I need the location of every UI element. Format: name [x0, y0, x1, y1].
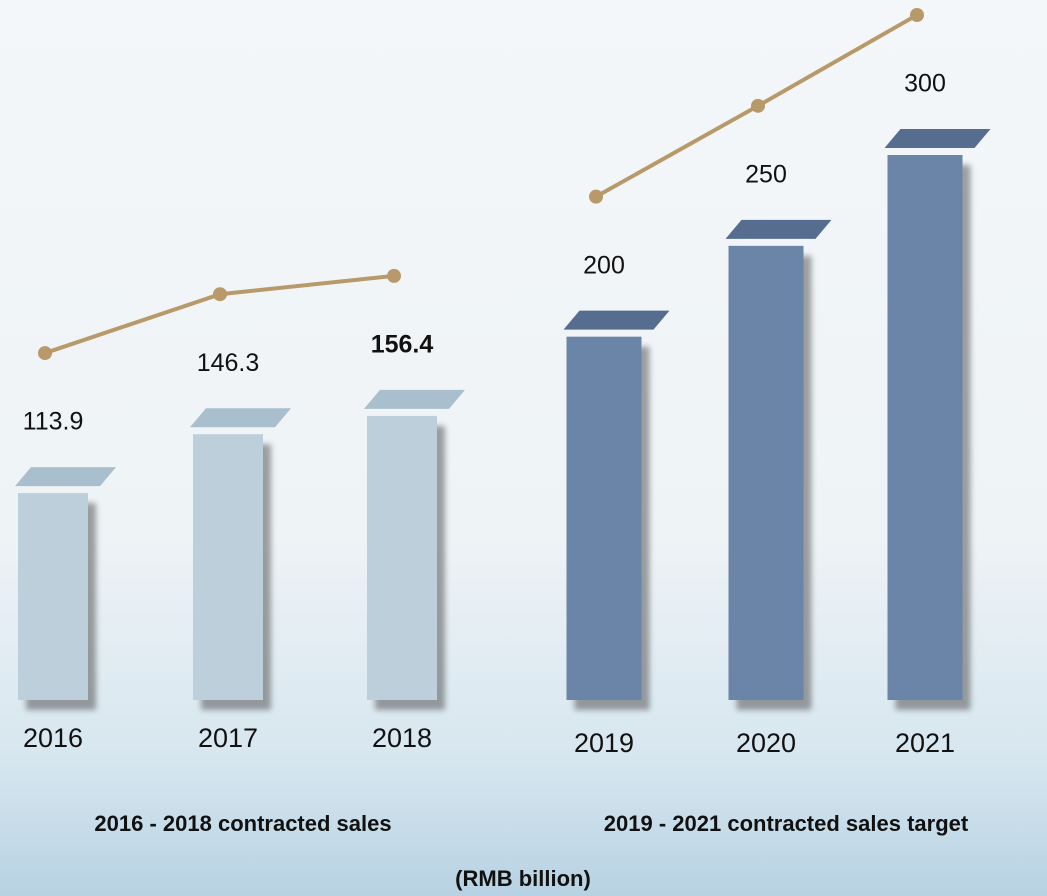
bar-top: [725, 219, 832, 239]
x-tick-label: 2020: [736, 728, 796, 758]
bar: [887, 155, 963, 700]
x-tick-label: 2016: [23, 723, 83, 753]
group-label: 2016 - 2018 contracted sales: [94, 811, 391, 836]
trend-dot: [589, 189, 603, 204]
value-label: 300: [904, 70, 946, 98]
x-tick-label: 2019: [574, 728, 634, 758]
trend-dot: [213, 287, 227, 302]
trend-dot: [387, 268, 401, 283]
bar-top: [364, 389, 465, 409]
trend-dot: [751, 98, 765, 113]
x-tick-label: 2017: [198, 723, 258, 753]
plot: 113.9 2016 146.3 2017 156.4 2018 200 2019 250 202…: [15, 8, 991, 758]
x-tick-label: 2021: [895, 728, 955, 758]
value-label: 156.4: [371, 330, 434, 358]
trend-dot: [38, 346, 52, 361]
bar-top: [563, 310, 670, 330]
bar-top: [190, 408, 291, 428]
value-label: 146.3: [197, 349, 260, 377]
bar: [566, 336, 642, 700]
bar: [18, 493, 88, 700]
value-label: 113.9: [23, 408, 84, 436]
bar-top: [15, 467, 116, 487]
bar-top: [884, 129, 991, 148]
bar: [193, 434, 263, 700]
value-label: 250: [745, 160, 787, 188]
unit-label: (RMB billion): [455, 866, 591, 891]
x-tick-label: 2018: [372, 723, 432, 753]
value-label: 200: [583, 251, 625, 279]
bar: [367, 415, 437, 700]
trend-dot: [910, 8, 924, 22]
group-label: 2019 - 2021 contracted sales target: [604, 811, 969, 836]
bar: [728, 245, 804, 701]
